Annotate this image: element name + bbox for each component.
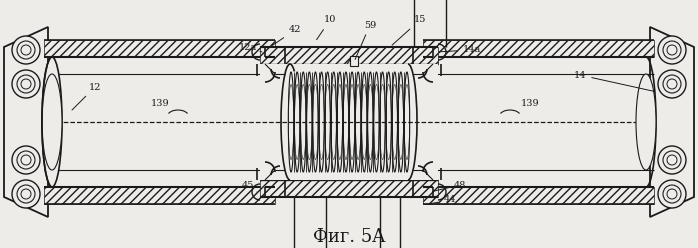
- Circle shape: [667, 155, 677, 165]
- Polygon shape: [650, 27, 694, 217]
- Text: 10: 10: [317, 15, 336, 40]
- Circle shape: [12, 180, 40, 208]
- Text: 45: 45: [242, 181, 257, 192]
- Circle shape: [17, 41, 35, 59]
- Circle shape: [17, 185, 35, 203]
- Circle shape: [663, 185, 681, 203]
- Circle shape: [667, 79, 677, 89]
- Circle shape: [663, 75, 681, 93]
- Text: 48: 48: [0, 247, 1, 248]
- Text: 42: 42: [272, 26, 302, 45]
- Circle shape: [21, 189, 31, 199]
- Text: 47: 47: [0, 247, 1, 248]
- Bar: [423, 40, 654, 57]
- Polygon shape: [4, 27, 48, 217]
- Text: 44: 44: [426, 195, 456, 205]
- Circle shape: [667, 189, 677, 199]
- Text: Фиг. 5A: Фиг. 5A: [313, 228, 385, 246]
- Circle shape: [663, 151, 681, 169]
- Ellipse shape: [636, 74, 656, 170]
- Circle shape: [17, 151, 35, 169]
- Text: 14a: 14a: [439, 45, 481, 55]
- Text: 14: 14: [574, 70, 654, 92]
- Circle shape: [658, 36, 686, 64]
- Circle shape: [21, 45, 31, 55]
- Bar: [350, 56, 358, 66]
- Ellipse shape: [42, 57, 62, 187]
- Text: 139: 139: [151, 99, 170, 109]
- Text: 48: 48: [433, 181, 466, 191]
- Circle shape: [658, 180, 686, 208]
- Circle shape: [658, 70, 686, 98]
- Ellipse shape: [42, 74, 62, 170]
- Bar: [44, 187, 275, 204]
- Circle shape: [12, 146, 40, 174]
- Text: 12: 12: [72, 83, 101, 110]
- Circle shape: [658, 146, 686, 174]
- Bar: [260, 47, 438, 64]
- Circle shape: [12, 70, 40, 98]
- Circle shape: [21, 79, 31, 89]
- Circle shape: [667, 45, 677, 55]
- Bar: [423, 187, 654, 204]
- Text: 15: 15: [392, 15, 426, 45]
- Bar: [260, 64, 438, 180]
- Bar: [44, 40, 275, 57]
- Text: 139: 139: [521, 99, 540, 109]
- Circle shape: [12, 36, 40, 64]
- Text: 59: 59: [355, 21, 376, 60]
- Circle shape: [17, 75, 35, 93]
- Text: 12a: 12a: [239, 42, 262, 52]
- Bar: [260, 180, 438, 197]
- Circle shape: [21, 155, 31, 165]
- Circle shape: [663, 41, 681, 59]
